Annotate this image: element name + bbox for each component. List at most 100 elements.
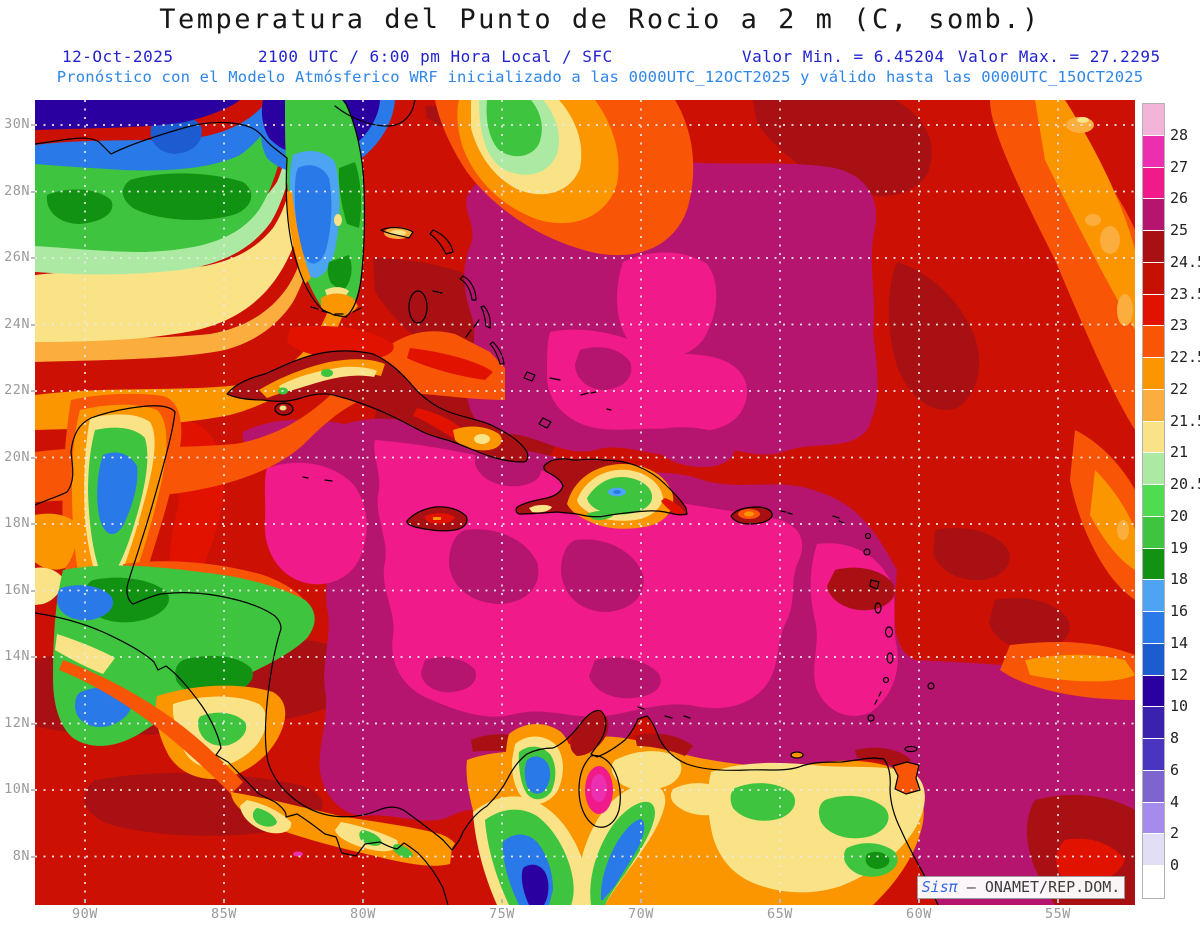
- colorbar-segment-9: [1143, 389, 1164, 421]
- colorbar-segment-7: [1143, 326, 1164, 358]
- value-max: Valor Max. = 27.2295: [958, 47, 1161, 66]
- colorbar-segment-0: [1143, 104, 1164, 135]
- lat-label-24N: 24N: [4, 315, 30, 332]
- st-vincent: [882, 676, 890, 684]
- colorbar-segment-1: [1143, 135, 1164, 167]
- colorbar-tick-2: 2: [1170, 824, 1180, 843]
- colorbar-segment-2: [1143, 167, 1164, 199]
- lat-label-26N: 26N: [4, 249, 30, 265]
- colorbar-segment-16: [1143, 612, 1164, 643]
- lon-label-90W: 90W: [72, 906, 98, 922]
- colorbar-tick-22: 22: [1170, 379, 1189, 398]
- valid-date: 12-Oct-2025: [62, 47, 174, 66]
- colorbar-segment-13: [1143, 516, 1164, 548]
- new-providence: [432, 290, 443, 294]
- central-america-landcolors: [53, 561, 459, 866]
- florida-keys: [310, 306, 362, 315]
- lat-tick-8N: [31, 855, 35, 858]
- colorbar-segment-5: [1143, 262, 1164, 294]
- valid-time: 2100 UTC / 6:00 pm Hora Local / SFC: [258, 47, 613, 66]
- colorbar-segment-19: [1143, 707, 1164, 739]
- lon-label-75W: 75W: [489, 906, 515, 922]
- lon-tick-90W: [84, 899, 86, 903]
- grenadines: [874, 691, 882, 705]
- coast-south-america: [451, 709, 939, 906]
- dominica: [874, 602, 882, 614]
- map-area: [34, 99, 1136, 906]
- lake-maracaibo: [578, 754, 621, 828]
- grenada: [867, 714, 875, 722]
- lat-tick-12N: [31, 722, 35, 725]
- coast-hispaniola: [515, 458, 688, 518]
- isla-juventud: [274, 402, 294, 416]
- colorbar-tick-26: 26: [1170, 189, 1189, 208]
- bahamas: [380, 226, 612, 429]
- atlantic-orange-streaks: [990, 100, 1135, 905]
- colorbar-segment-3: [1143, 199, 1164, 231]
- lat-tick-10N: [31, 789, 35, 791]
- lon-label-60W: 60W: [906, 906, 932, 922]
- colorbar-tick-19: 19: [1170, 538, 1189, 557]
- lat-tick-26N: [31, 257, 35, 259]
- coast-us-gulf: [34, 121, 288, 159]
- lat-tick-20N: [31, 456, 35, 459]
- colorbar-segment-14: [1143, 548, 1164, 580]
- colorbar-tick-8: 8: [1170, 729, 1180, 748]
- colorbar-segment-4: [1143, 231, 1164, 262]
- colorbar-tick-23.5: 23.5: [1170, 284, 1200, 303]
- colorbar-tick-10: 10: [1170, 697, 1189, 716]
- cayman-islands: [302, 476, 333, 482]
- lon-label-65W: 65W: [767, 906, 793, 922]
- lon-label-55W: 55W: [1045, 906, 1071, 922]
- colorbar-tick-14: 14: [1170, 633, 1189, 652]
- colorbar-segment-10: [1143, 421, 1164, 453]
- lon-tick-75W: [501, 899, 503, 903]
- colorbar-segment-24: [1143, 866, 1164, 897]
- lat-tick-16N: [31, 589, 35, 592]
- caribbean-pink-patches: [264, 252, 898, 905]
- colorbar-segment-6: [1143, 294, 1164, 326]
- forecast-map-svg: [34, 99, 1136, 906]
- colorbar-tick-16: 16: [1170, 602, 1189, 621]
- lat-label-16N: 16N: [4, 581, 30, 598]
- tobago: [904, 745, 918, 753]
- coast-florida-west: [285, 157, 347, 318]
- lat-label-12N: 12N: [4, 714, 30, 731]
- lat-label-28N: 28N: [4, 182, 30, 199]
- colorbar-tick-28: 28: [1170, 125, 1189, 144]
- lon-tick-55W: [1057, 899, 1059, 903]
- watermark: Sisπ – ONAMET/REP.DOM.: [917, 876, 1125, 899]
- colorbar-tick-24.5: 24.5: [1170, 252, 1200, 271]
- colorbar-segment-17: [1143, 643, 1164, 675]
- colorbar-segment-12: [1143, 485, 1164, 516]
- lat-label-10N: 10N: [4, 781, 30, 797]
- lat-label-14N: 14N: [4, 648, 30, 664]
- colorbar-tick-27: 27: [1170, 157, 1189, 176]
- lon-tick-70W: [640, 899, 642, 903]
- coast-pacific: [34, 612, 449, 906]
- colorbar-segment-20: [1143, 739, 1164, 770]
- lesser-antilles: [780, 510, 921, 795]
- lon-label-85W: 85W: [211, 906, 237, 922]
- lat-tick-14N: [31, 656, 35, 658]
- colorbar-segment-21: [1143, 770, 1164, 802]
- lon-tick-85W: [223, 899, 225, 903]
- colorbar-segment-11: [1143, 453, 1164, 485]
- south-america-landcolors: [445, 710, 938, 905]
- colorbar-tick-21.5: 21.5: [1170, 411, 1200, 430]
- colorbar-segment-15: [1143, 580, 1164, 612]
- margarita: [790, 751, 804, 759]
- coast-se-us: [334, 99, 416, 127]
- colorbar-tick-18: 18: [1170, 570, 1189, 589]
- lon-label-80W: 80W: [350, 906, 376, 922]
- page-title: Temperatura del Punto de Rocio a 2 m (C,…: [159, 4, 1041, 35]
- florida-landcolors: [285, 100, 365, 317]
- coast-cuba: [226, 350, 529, 463]
- colorbar-tick-20: 20: [1170, 506, 1189, 525]
- colorbar-tick-23: 23: [1170, 316, 1189, 335]
- lat-label-30N: 30N: [4, 116, 30, 132]
- colorbar-segment-22: [1143, 802, 1164, 834]
- colorbar: [1142, 103, 1165, 899]
- colorbar-tick-0: 0: [1170, 856, 1180, 875]
